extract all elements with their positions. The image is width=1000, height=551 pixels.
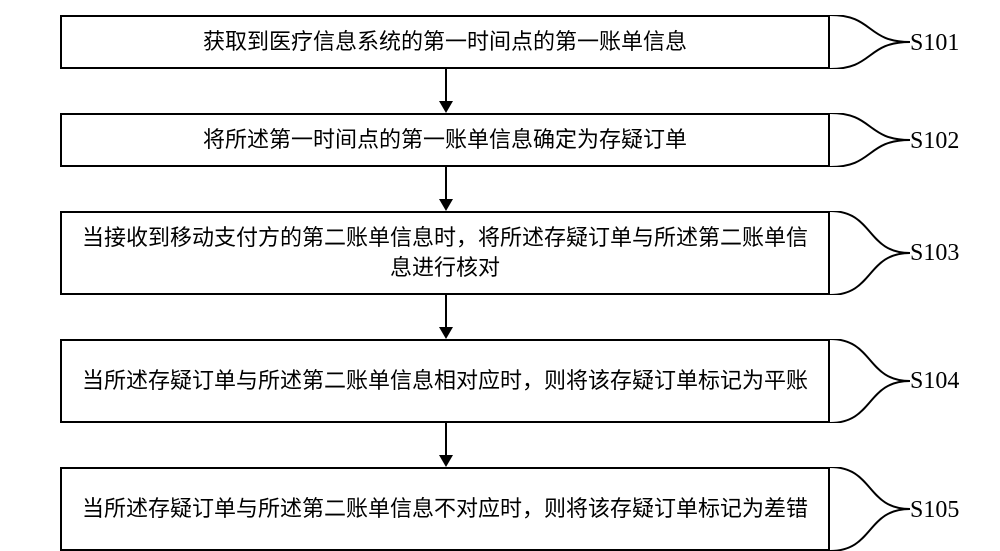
brace-connector <box>830 113 910 167</box>
brace-connector <box>830 339 910 423</box>
flow-node-s102: 将所述第一时间点的第一账单信息确定为存疑订单 <box>60 113 830 167</box>
step-label-s101: S101 <box>910 30 959 57</box>
brace-connector <box>830 467 910 551</box>
flowchart-canvas: 获取到医疗信息系统的第一时间点的第一账单信息将所述第一时间点的第一账单信息确定为… <box>0 0 1000 551</box>
flow-node-text: 当接收到移动支付方的第二账单信息时，将所述存疑订单与所述第二账单信息进行核对 <box>72 223 818 282</box>
brace-connector <box>830 211 910 295</box>
flow-node-text: 当所述存疑订单与所述第二账单信息相对应时，则将该存疑订单标记为平账 <box>82 366 808 396</box>
step-label-s105: S105 <box>910 497 959 524</box>
flow-node-text: 将所述第一时间点的第一账单信息确定为存疑订单 <box>203 125 687 155</box>
flow-node-s104: 当所述存疑订单与所述第二账单信息相对应时，则将该存疑订单标记为平账 <box>60 339 830 423</box>
step-label-s102: S102 <box>910 128 959 155</box>
flow-node-text: 获取到医疗信息系统的第一时间点的第一账单信息 <box>203 27 687 57</box>
step-label-s104: S104 <box>910 368 959 395</box>
flow-arrow <box>445 167 447 211</box>
flow-arrow <box>445 69 447 113</box>
flow-arrow <box>445 423 447 467</box>
flow-arrow <box>445 295 447 339</box>
flow-node-text: 当所述存疑订单与所述第二账单信息不对应时，则将该存疑订单标记为差错 <box>82 494 808 524</box>
brace-connector <box>830 15 910 69</box>
step-label-s103: S103 <box>910 240 959 267</box>
flow-node-s101: 获取到医疗信息系统的第一时间点的第一账单信息 <box>60 15 830 69</box>
flow-node-s103: 当接收到移动支付方的第二账单信息时，将所述存疑订单与所述第二账单信息进行核对 <box>60 211 830 295</box>
flow-node-s105: 当所述存疑订单与所述第二账单信息不对应时，则将该存疑订单标记为差错 <box>60 467 830 551</box>
